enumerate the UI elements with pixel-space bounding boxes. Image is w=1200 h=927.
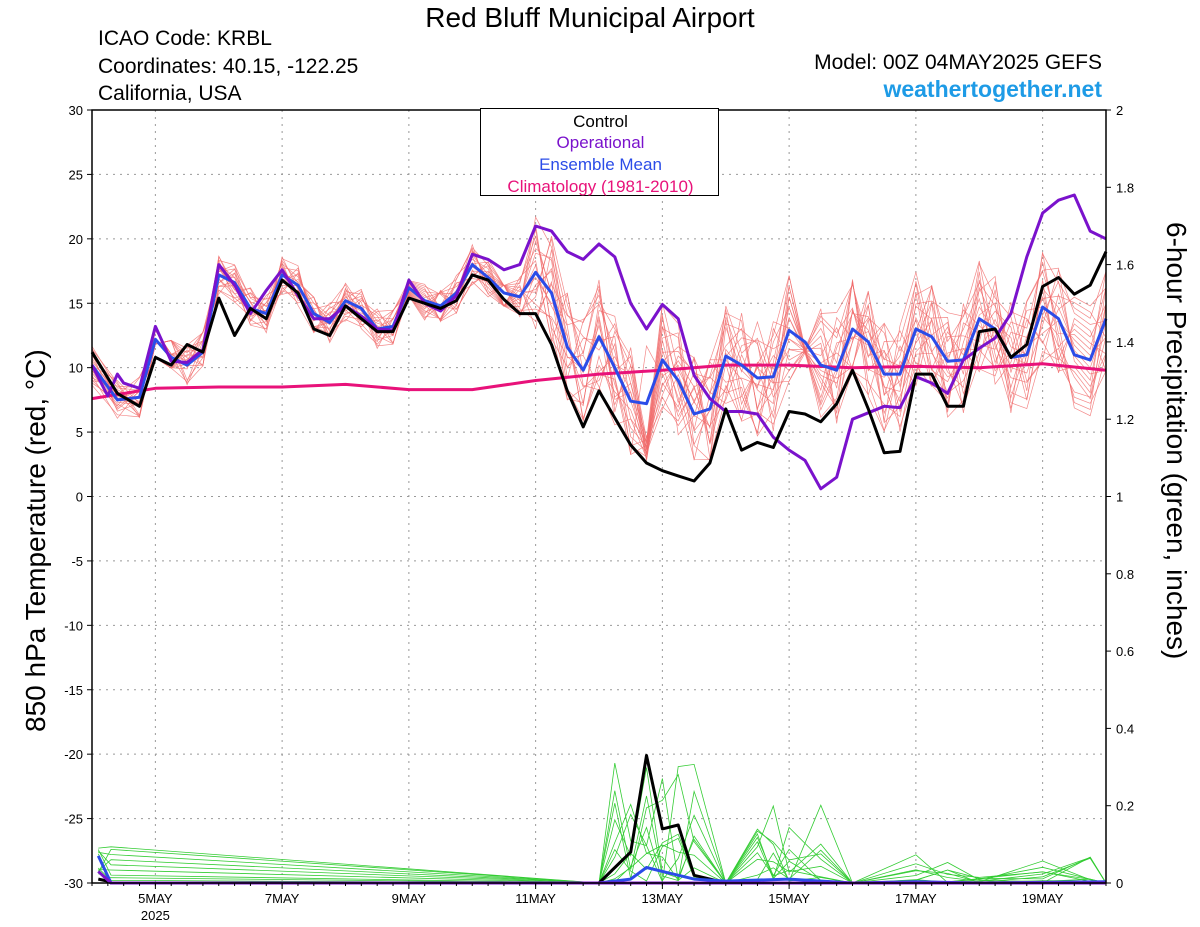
chart-title: Red Bluff Municipal Airport xyxy=(425,2,755,33)
coordinates: Coordinates: 40.15, -122.25 xyxy=(98,55,359,78)
location: California, USA xyxy=(98,82,242,105)
y2-tick-label: 1.8 xyxy=(1116,180,1134,195)
y-tick-label: -30 xyxy=(64,876,83,891)
member-precip-line xyxy=(97,804,1107,884)
temp-line-control xyxy=(90,251,1108,483)
y-tick-label: 0 xyxy=(76,490,83,505)
y2-tick-label: 0.4 xyxy=(1116,721,1134,736)
model-run: Model: 00Z 04MAY2025 GEFS xyxy=(814,51,1102,74)
y-tick-label: 15 xyxy=(69,296,83,311)
member-temp-line xyxy=(91,238,1107,459)
x-tick-label: 17MAY xyxy=(895,891,937,906)
x-tick-label: 5MAY xyxy=(138,891,173,906)
legend-control: Control xyxy=(573,112,628,131)
x-tick-label: 7MAY xyxy=(265,891,300,906)
member-precip-line xyxy=(97,804,1107,884)
x-tick-label: 13MAY xyxy=(642,891,684,906)
grid xyxy=(92,110,1106,883)
y-tick-label: -20 xyxy=(64,747,83,762)
member-temp-line xyxy=(91,236,1107,451)
legend-operational: Operational xyxy=(556,133,645,152)
member-temp-line xyxy=(91,248,1107,447)
temp-line-operational xyxy=(90,193,1107,491)
y-tick-label: -10 xyxy=(64,618,83,633)
y-tick-label: -5 xyxy=(71,554,83,569)
member-temp-line xyxy=(91,248,1107,456)
y-tick-label: 30 xyxy=(69,103,83,118)
y2-tick-label: 0 xyxy=(1116,876,1123,891)
y2-tick-label: 2 xyxy=(1116,103,1123,118)
axes: 302520151050-5-10-15-20-25-3021.81.61.41… xyxy=(64,103,1134,923)
temp-line-climatology- xyxy=(91,362,1107,401)
legend: Control Operational Ensemble Mean Climat… xyxy=(480,108,719,196)
site-link[interactable]: weathertogether.net xyxy=(883,76,1102,102)
y2-tick-label: 1.4 xyxy=(1116,335,1134,350)
member-temp-line xyxy=(91,224,1107,443)
y-tick-label: 5 xyxy=(76,425,83,440)
series-lines xyxy=(90,193,1108,885)
x-tick-label: 19MAY xyxy=(1022,891,1064,906)
y2-tick-label: 1.6 xyxy=(1116,258,1134,273)
icao-code: ICAO Code: KRBL xyxy=(98,27,272,50)
member-precip-line xyxy=(97,833,1107,884)
y-tick-label: 20 xyxy=(69,232,83,247)
legend-climatology: Climatology (1981-2010) xyxy=(507,177,694,196)
member-precip-line xyxy=(98,790,1107,884)
member-temp-line xyxy=(91,216,1107,455)
member-temp-line xyxy=(91,260,1107,440)
y2-tick-label: 0.8 xyxy=(1116,567,1134,582)
y2-tick-label: 0.6 xyxy=(1116,644,1134,659)
y-tick-label: 10 xyxy=(69,361,83,376)
temp-line-ensemble-mean xyxy=(90,263,1108,416)
y2-tick-label: 1 xyxy=(1116,490,1123,505)
y-tick-label: -15 xyxy=(64,683,83,698)
x-tick-sublabel: 2025 xyxy=(141,908,170,923)
y-tick-label: -25 xyxy=(64,812,83,827)
y2-tick-label: 0.2 xyxy=(1116,799,1134,814)
member-precip-line xyxy=(98,830,1107,884)
legend-ensemble-mean: Ensemble Mean xyxy=(539,155,662,174)
y2-tick-label: 1.2 xyxy=(1116,412,1134,427)
x-tick-label: 11MAY xyxy=(515,891,556,906)
y-tick-label: 25 xyxy=(69,167,83,182)
x-tick-label: 15MAY xyxy=(768,891,810,906)
x-tick-label: 9MAY xyxy=(392,891,427,906)
